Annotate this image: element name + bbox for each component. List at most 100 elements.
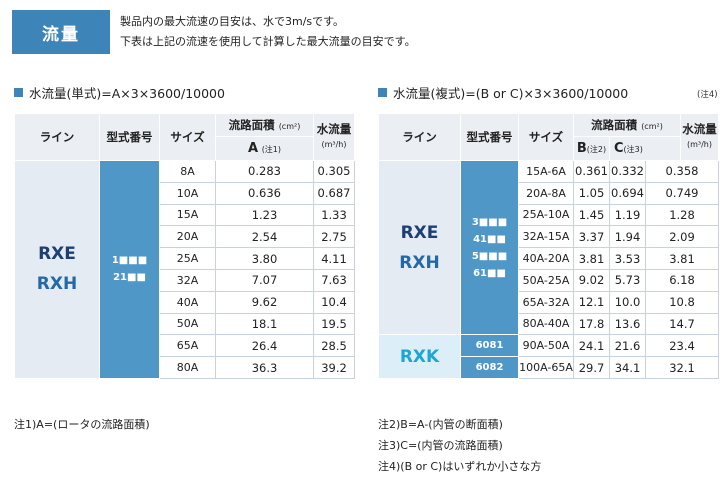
area-a-cell: 9.62 [215,290,314,314]
flow-cell: 0.358 [645,160,719,183]
area-a-cell: 0.636 [215,181,314,205]
col-line: ライン [378,113,461,161]
col-a-label: A [247,141,259,156]
line-name-rxh: RXH [399,252,440,273]
intro-text: 製品内の最大流速の目安は、水で3m/sです。 下表は上記の流速を使用して計算した… [120,12,416,52]
col-c-label: C [614,141,624,156]
col-flow-label: 水流量 [316,122,352,136]
model-number-6081: 6081 [460,334,519,358]
model-cell: 1■■■ 21■■ [99,160,160,379]
flow-cell: 23.4 [645,334,719,358]
table-row: 32A 7.07 7.63 [15,268,355,292]
table-row: 40A-20A 3.81 3.53 3.81 [379,247,719,270]
area-a-cell: 36.3 [215,356,314,379]
flow-cell: 3.81 [645,247,719,270]
col-flow-unit: (m³/h) [686,140,712,149]
col-a: A (注1) [215,136,314,161]
model-number: 61■■ [473,267,506,279]
table-row: 25A 3.80 4.11 [15,247,355,270]
size-cell: 80A-40A [518,312,574,336]
flow-cell: 28.5 [313,334,355,358]
flow-cell: 2.75 [313,225,355,249]
col-area-unit: (cm²) [278,122,301,131]
flow-cell: 39.2 [313,356,355,379]
area-a-cell: 1.23 [215,203,314,227]
area-c-cell: 0.332 [609,160,646,183]
size-cell: 20A-8A [518,181,574,205]
flow-cell: 19.5 [313,312,355,336]
col-area: 流路面積 (cm²) [215,113,314,137]
area-c-cell: 13.6 [609,312,646,336]
col-area-label: 流路面積 [228,118,275,132]
line-name-rxe: RXE [38,244,76,265]
single-flow-table: ライン 型式番号 サイズ 流路面積 (cm²) 水流量 (m³/h) A (注1… [14,113,355,379]
heading-marker [378,88,387,97]
line-cell: RXE RXH [14,160,100,379]
heading-marker [14,88,23,97]
area-b-cell: 9.02 [573,268,610,292]
line-name-rxh: RXH [36,274,78,295]
col-c-note: (注3) [623,145,643,154]
area-c-cell: 0.694 [609,181,646,205]
section-title: 流量 [12,10,110,54]
area-c-cell: 1.19 [609,203,646,227]
model-number: 21■■ [113,272,146,284]
col-line: ライン [14,113,100,161]
size-cell: 100A-65A [518,356,574,379]
col-c: C(注3) [609,136,681,161]
size-cell: 90A-50A [518,334,574,358]
flow-cell: 10.8 [645,290,719,314]
col-model: 型式番号 [99,113,160,161]
footnote-3: 注3)C=(内管の流路面積) [378,439,503,452]
col-size: サイズ [518,113,574,161]
area-c-cell: 5.73 [609,268,646,292]
table-row: 80A-40A 17.8 13.6 14.7 [379,312,719,336]
double-table-heading: 水流量(複式)=(B or C)×3×3600/10000 [378,83,628,102]
size-cell: 10A [159,181,216,205]
flow-cell: 1.28 [645,203,719,227]
model-number: 3■■■ [471,216,508,228]
flow-cell: 4.11 [313,247,355,270]
double-flow-table: ライン 型式番号 サイズ 流路面積 (cm²) 水流量 (m³/h) B(注2)… [378,113,719,379]
table-row: 20A-8A 1.05 0.694 0.749 [379,181,719,205]
line-cell: RXE RXH [378,159,461,336]
area-c-cell: 1.94 [609,225,646,249]
size-cell: 8A [159,160,216,183]
size-cell: 65A-32A [518,290,574,314]
table-row: RXK 6081 90A-50A 24.1 21.6 23.4 [378,334,719,379]
model-number: 41■■ [473,233,506,245]
size-cell: 15A [159,203,216,227]
flow-cell: 6.18 [645,268,719,292]
col-b-note: (注2) [586,145,607,154]
col-flow: 水流量 (m³/h) [680,113,719,161]
area-b-cell: 1.45 [573,203,610,227]
table-row: 65A 26.4 28.5 [15,334,355,358]
area-a-cell: 2.54 [215,225,314,249]
size-cell: 32A-15A [518,225,574,249]
col-b: B(注2) [573,136,610,161]
size-cell: 25A [159,247,216,270]
col-area-unit: (cm²) [641,122,663,131]
table-row: 25A-10A 1.45 1.19 1.28 [379,203,719,227]
area-a-cell: 18.1 [215,312,314,336]
flow-cell: 1.33 [313,203,355,227]
intro-line-2: 下表は上記の流速を使用して計算した最大流量の目安です。 [120,35,416,48]
area-b-cell: 3.37 [573,225,610,249]
col-flow-unit: (m³/h) [321,140,347,149]
col-b-label: B [576,141,587,156]
size-cell: 50A [159,312,216,336]
area-a-cell: 0.283 [215,160,314,183]
table-row: 40A 9.62 10.4 [15,290,355,314]
table-row: 80A 36.3 39.2 [15,356,355,379]
area-b-cell: 29.7 [573,356,610,379]
area-c-cell: 3.53 [609,247,646,270]
area-b-cell: 0.361 [573,160,610,183]
area-b-cell: 24.1 [573,334,610,358]
flow-cell: 0.305 [313,160,355,183]
flow-cell: 32.1 [645,356,719,379]
flow-cell: 10.4 [313,290,355,314]
single-formula: 水流量(単式)=A×3×3600/10000 [29,86,225,101]
line-cell-rxk: RXK [378,334,461,379]
area-c-cell: 10.0 [609,290,646,314]
col-flow-label: 水流量 [682,122,717,136]
